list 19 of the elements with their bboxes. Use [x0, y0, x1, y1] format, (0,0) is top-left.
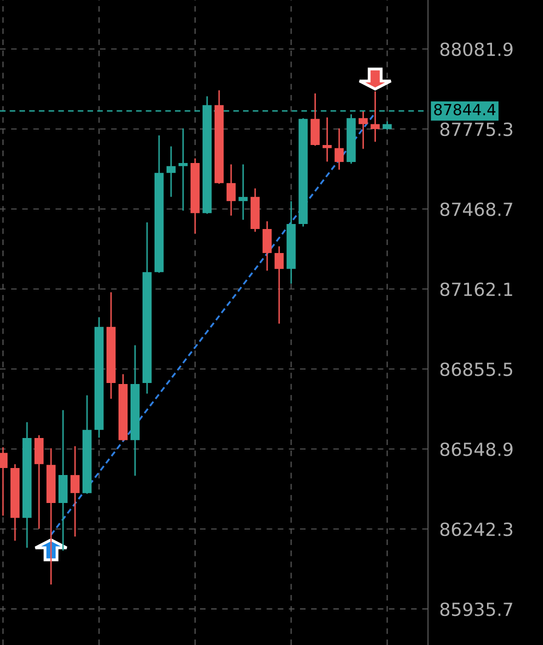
candlestick — [226, 164, 236, 216]
candlestick — [322, 117, 332, 162]
ref-line-label: 87844.4 — [434, 104, 496, 116]
y-tick-label: 87468.7 — [440, 202, 512, 216]
y-tick-label: 86242.3 — [440, 522, 512, 536]
candlestick — [274, 246, 284, 324]
y-tick-label: 85935.7 — [440, 602, 512, 616]
candlestick — [70, 446, 80, 537]
candlestick — [238, 164, 248, 220]
y-tick-label: 86855.5 — [440, 362, 512, 376]
candlestick — [0, 447, 8, 516]
y-tick-label: 87775.3 — [440, 122, 512, 136]
candlestick — [166, 146, 176, 197]
y-tick-label: 87162.1 — [440, 282, 512, 296]
candlestick — [178, 128, 188, 211]
candlestick — [358, 111, 368, 149]
y-tick-label: 88081.9 — [440, 42, 513, 56]
y-tick-label: 86548.9 — [440, 442, 513, 456]
candlestick — [334, 128, 344, 170]
